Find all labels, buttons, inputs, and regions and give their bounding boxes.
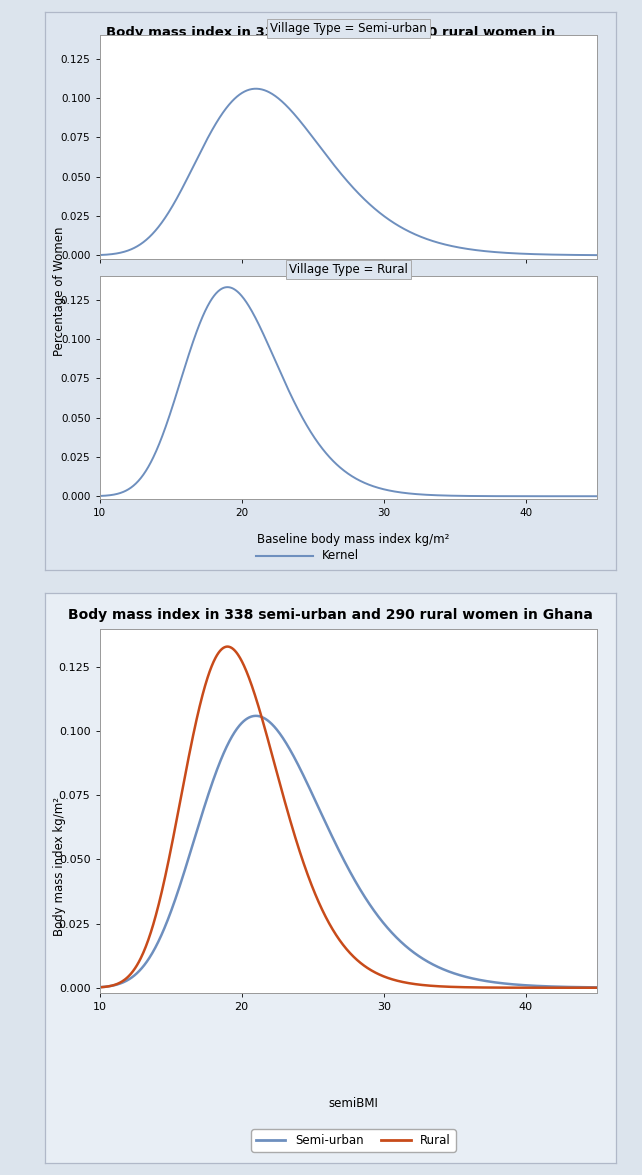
Semi-urban [493, 975, 501, 989]
Text: Baseline body mass index kg/m²: Baseline body mass index kg/m² [257, 532, 449, 545]
Rural [315, 897, 323, 911]
Title: Village Type = Rural: Village Type = Rural [289, 263, 408, 276]
Rural [297, 850, 305, 864]
Rural [484, 980, 492, 994]
Text: semiBMI: semiBMI [329, 1097, 378, 1110]
Semi-urban [297, 764, 305, 778]
Rural [146, 927, 154, 941]
Line: Rural: Rural [100, 646, 597, 988]
Text: Body mass index in 338 semi-urban and 290 rural women in Ghana: Body mass index in 338 semi-urban and 29… [68, 607, 593, 622]
Semi-urban [438, 961, 446, 975]
Semi-urban [593, 980, 601, 994]
Rural [493, 981, 501, 995]
Semi-urban [315, 801, 323, 815]
Semi-urban [96, 980, 103, 994]
Text: Kernel: Kernel [322, 550, 359, 563]
Text: Body mass index in 338 semi-urban and 290 rural women in
Ghana: Body mass index in 338 semi-urban and 29… [106, 26, 555, 54]
Rural [96, 980, 103, 994]
Semi-urban [484, 974, 492, 988]
Rural [438, 980, 446, 994]
Title: Village Type = Semi-urban: Village Type = Semi-urban [270, 22, 427, 35]
Line: Semi-urban: Semi-urban [100, 716, 597, 987]
Text: Body mass index kg/m²: Body mass index kg/m² [53, 798, 65, 936]
Rural [223, 639, 231, 653]
Text: Percentage of Women: Percentage of Women [53, 226, 65, 356]
Semi-urban [252, 709, 260, 723]
Semi-urban [146, 949, 154, 964]
Rural [593, 981, 601, 995]
Legend: Semi-urban, Rural: Semi-urban, Rural [251, 1129, 456, 1152]
